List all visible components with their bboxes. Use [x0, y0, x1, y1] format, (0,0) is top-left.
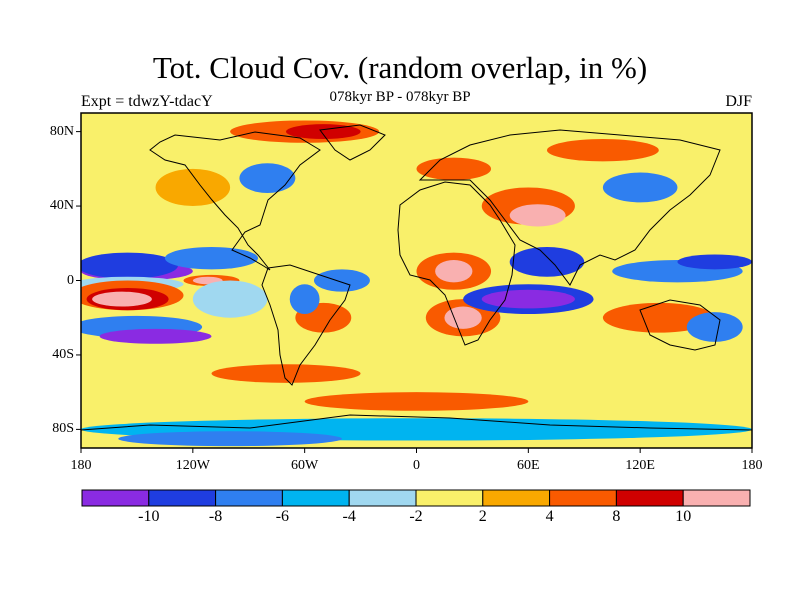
greenland-coastline	[319, 124, 386, 161]
anomaly-region	[602, 172, 678, 203]
colorbar-tick-label: -8	[208, 508, 223, 525]
anomaly-region	[509, 204, 566, 227]
page-title: Tot. Cloud Cov. (random overlap, in %)	[152, 50, 648, 85]
lon-tick-label: 120W	[175, 458, 210, 473]
colorbar-tick-label: -10	[138, 508, 160, 525]
anomaly-region	[416, 157, 492, 180]
anomaly-region	[677, 254, 752, 270]
lon-tick-label: 60W	[291, 458, 319, 473]
anomaly-region	[602, 302, 715, 333]
colorbar-tick-label: 4	[545, 508, 554, 525]
anomaly-region	[289, 284, 320, 314]
colorbar-swatch	[415, 489, 484, 507]
colorbar-tick-label: 8	[612, 508, 621, 525]
coastlines	[81, 124, 752, 431]
lat-tick-label: 80S	[52, 421, 74, 437]
lon-tick-label: 0	[413, 458, 420, 473]
anomaly-region	[546, 139, 659, 162]
colorbar-tick-label: -6	[275, 508, 290, 525]
latitude-ticks	[76, 131, 81, 430]
anomaly-region	[509, 247, 585, 277]
lon-tick-label: 60E	[517, 458, 540, 473]
experiment-label: Expt = tdwzY-tdacY	[81, 93, 213, 110]
anomaly-region	[286, 124, 361, 140]
lon-tick-label: 120E	[625, 458, 655, 473]
anomaly-region	[118, 431, 342, 447]
colorbar-tick-label: 2	[478, 508, 487, 525]
lon-tick-label: 180	[741, 458, 763, 473]
colorbar-swatch	[281, 489, 350, 507]
anomaly-region	[92, 291, 152, 307]
eurasia-coastline	[418, 129, 721, 286]
colorbar-swatch	[482, 489, 551, 507]
anomaly-region	[81, 252, 178, 279]
colorbar-swatch	[549, 489, 617, 507]
colorbar-swatch	[215, 489, 283, 507]
longitude-ticks	[80, 448, 753, 453]
colorbar-tick-label: -2	[409, 508, 423, 525]
colorbar-swatch	[81, 489, 150, 507]
anomaly-region	[164, 246, 259, 270]
anomaly-region	[481, 289, 575, 309]
anomaly-region	[444, 306, 482, 329]
antarctica-coastline	[81, 414, 752, 431]
lat-tick-label: 80N	[49, 123, 74, 139]
anomaly-region	[211, 364, 361, 383]
season-label: DJF	[725, 93, 752, 110]
colorbar	[81, 489, 751, 507]
anomaly-region	[155, 168, 231, 207]
anomaly-region	[239, 163, 296, 194]
australia-coastline	[639, 299, 721, 351]
anomaly-region	[192, 280, 268, 318]
africa-eurasia-coastline	[397, 181, 516, 346]
map-fill-layer	[81, 113, 752, 448]
anomaly-region	[435, 260, 473, 283]
anomaly-region	[313, 269, 370, 292]
page-subtitle: 078kyr BP - 078kyr BP	[329, 89, 471, 105]
colorbar-tick-label: 10	[675, 508, 692, 525]
colorbar-swatch	[615, 489, 684, 507]
anomaly-region	[304, 392, 529, 411]
lat-tick-label: 40S	[52, 346, 74, 362]
anomaly-region	[99, 328, 212, 344]
colorbar-swatch	[148, 489, 217, 507]
anomaly-region	[686, 312, 743, 342]
colorbar-tick-label: -4	[342, 508, 356, 525]
lat-tick-label: 40N	[49, 198, 74, 214]
colorbar-swatch	[348, 489, 417, 507]
colorbar-swatch	[682, 489, 751, 507]
lon-tick-label: 180	[70, 458, 92, 473]
lat-tick-label: 0	[67, 272, 74, 288]
south-america-coastline	[261, 264, 351, 386]
north-america-coastline	[149, 131, 321, 271]
